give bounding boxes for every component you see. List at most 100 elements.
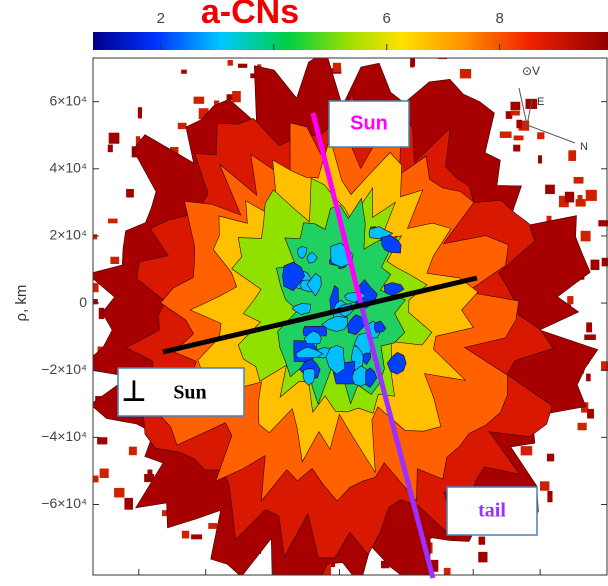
coma-pixel: [88, 239, 93, 246]
coma-region: [282, 261, 306, 292]
coma-pixel: [208, 523, 218, 529]
coma-region: [295, 346, 324, 359]
y-tick-label: −4×10⁴: [41, 428, 87, 444]
coma-region: [306, 251, 318, 264]
coma-pixel: [65, 312, 77, 319]
coma-pixel: [537, 132, 545, 140]
colorbar: [93, 32, 608, 50]
coma-region: [321, 316, 348, 332]
coma-pixel: [568, 150, 577, 161]
coma-pixel: [537, 155, 542, 164]
coma-pixel: [598, 220, 608, 227]
y-tick-label: 2×10⁴: [49, 227, 87, 243]
coma-region: [347, 314, 366, 335]
coma-pixel: [601, 361, 608, 372]
coma-pixel: [170, 146, 179, 155]
y-tick-label: 6×10⁴: [49, 92, 87, 108]
coma-pixel: [74, 444, 84, 454]
coma-pixel: [546, 453, 555, 462]
coma-pixel: [322, 563, 332, 575]
coma-region: [362, 352, 371, 365]
coma-pixel: [510, 101, 521, 111]
y-tick-label: −2×10⁴: [41, 361, 87, 377]
coma-pixel: [564, 191, 575, 203]
y-tick-label: 4×10⁴: [49, 159, 87, 175]
annotation: Sun: [173, 382, 206, 404]
coma-pixel: [114, 487, 125, 498]
coma-pixel: [35, 327, 44, 338]
coma-region: [303, 330, 322, 344]
coma-pixel: [93, 475, 99, 483]
coma-pixel: [590, 259, 600, 271]
annotation: tail: [478, 500, 506, 522]
coma-region: [365, 367, 378, 388]
coma-region: [325, 345, 346, 375]
coma-pixel: [510, 110, 520, 116]
coma-pixel: [50, 302, 55, 313]
colorbar-tick-label: 2: [157, 10, 165, 27]
coma-pixel: [191, 534, 203, 540]
coma-pixel: [107, 218, 118, 224]
coma-pixel: [567, 296, 574, 305]
coma-pixel: [520, 446, 533, 456]
coma-pixel: [56, 309, 63, 319]
coma-pixel: [99, 468, 109, 478]
coma-pixel: [97, 437, 108, 445]
annotation: ⊥: [122, 375, 146, 406]
coma-pixel: [144, 473, 155, 483]
coma-pixel: [410, 61, 415, 68]
coma-pixel: [513, 144, 521, 152]
coma-pixel: [227, 59, 233, 66]
coma-pixel: [53, 392, 62, 401]
perp-line: [162, 275, 478, 355]
coma-pixel: [459, 68, 472, 79]
coma-pixel: [161, 510, 168, 517]
coma-region: [291, 303, 311, 315]
coma-pixel: [516, 119, 523, 129]
colorbar-tick-label: 6: [383, 10, 391, 27]
coma-pixel: [443, 567, 451, 575]
coma-pixel: [110, 256, 120, 264]
coma-pixel: [518, 120, 530, 131]
coma-pixel: [107, 144, 113, 153]
annotation: Sun: [350, 112, 388, 134]
compass-label: E: [537, 96, 544, 108]
coma-pixel: [73, 405, 82, 411]
annotation-box: [446, 486, 538, 536]
coma-pixel: [177, 122, 187, 130]
tail-line: [357, 299, 436, 579]
sun-line: [310, 112, 363, 301]
coma-pixel: [478, 551, 488, 563]
colorbar-tick-label: 4: [270, 10, 278, 27]
coma-pixel: [108, 132, 120, 144]
coma-pixel: [577, 194, 583, 204]
coma-pixel: [60, 263, 65, 273]
colorbar-tick-label: 8: [496, 10, 504, 27]
coma-pixel: [98, 307, 105, 320]
coma-pixel: [584, 334, 596, 341]
coma-pixel: [478, 536, 486, 545]
coma-pixel: [48, 255, 53, 261]
coma-region: [302, 368, 316, 386]
coma-pixel: [581, 402, 589, 413]
y-axis-label: ρ, km: [13, 285, 30, 322]
coma-region: [386, 352, 407, 375]
coma-pixel: [137, 107, 142, 119]
coma-pixel: [198, 108, 209, 120]
coma-region: [297, 246, 308, 259]
coma-pixel: [135, 136, 141, 147]
coma-pixel: [70, 462, 81, 474]
chart-title: a-CNs: [201, 0, 299, 31]
coma-pixel: [573, 176, 584, 184]
coma-pixel: [226, 94, 238, 101]
coma-pixel: [181, 69, 187, 74]
coma-pixel: [93, 234, 98, 240]
coma-pixel: [586, 373, 591, 382]
coma-pixel: [513, 135, 524, 141]
annotation-box: [117, 367, 245, 417]
coma-pixel: [585, 189, 597, 201]
coma-pixel: [93, 283, 99, 293]
coma-pixel: [601, 257, 608, 267]
coma-pixel: [587, 408, 595, 419]
